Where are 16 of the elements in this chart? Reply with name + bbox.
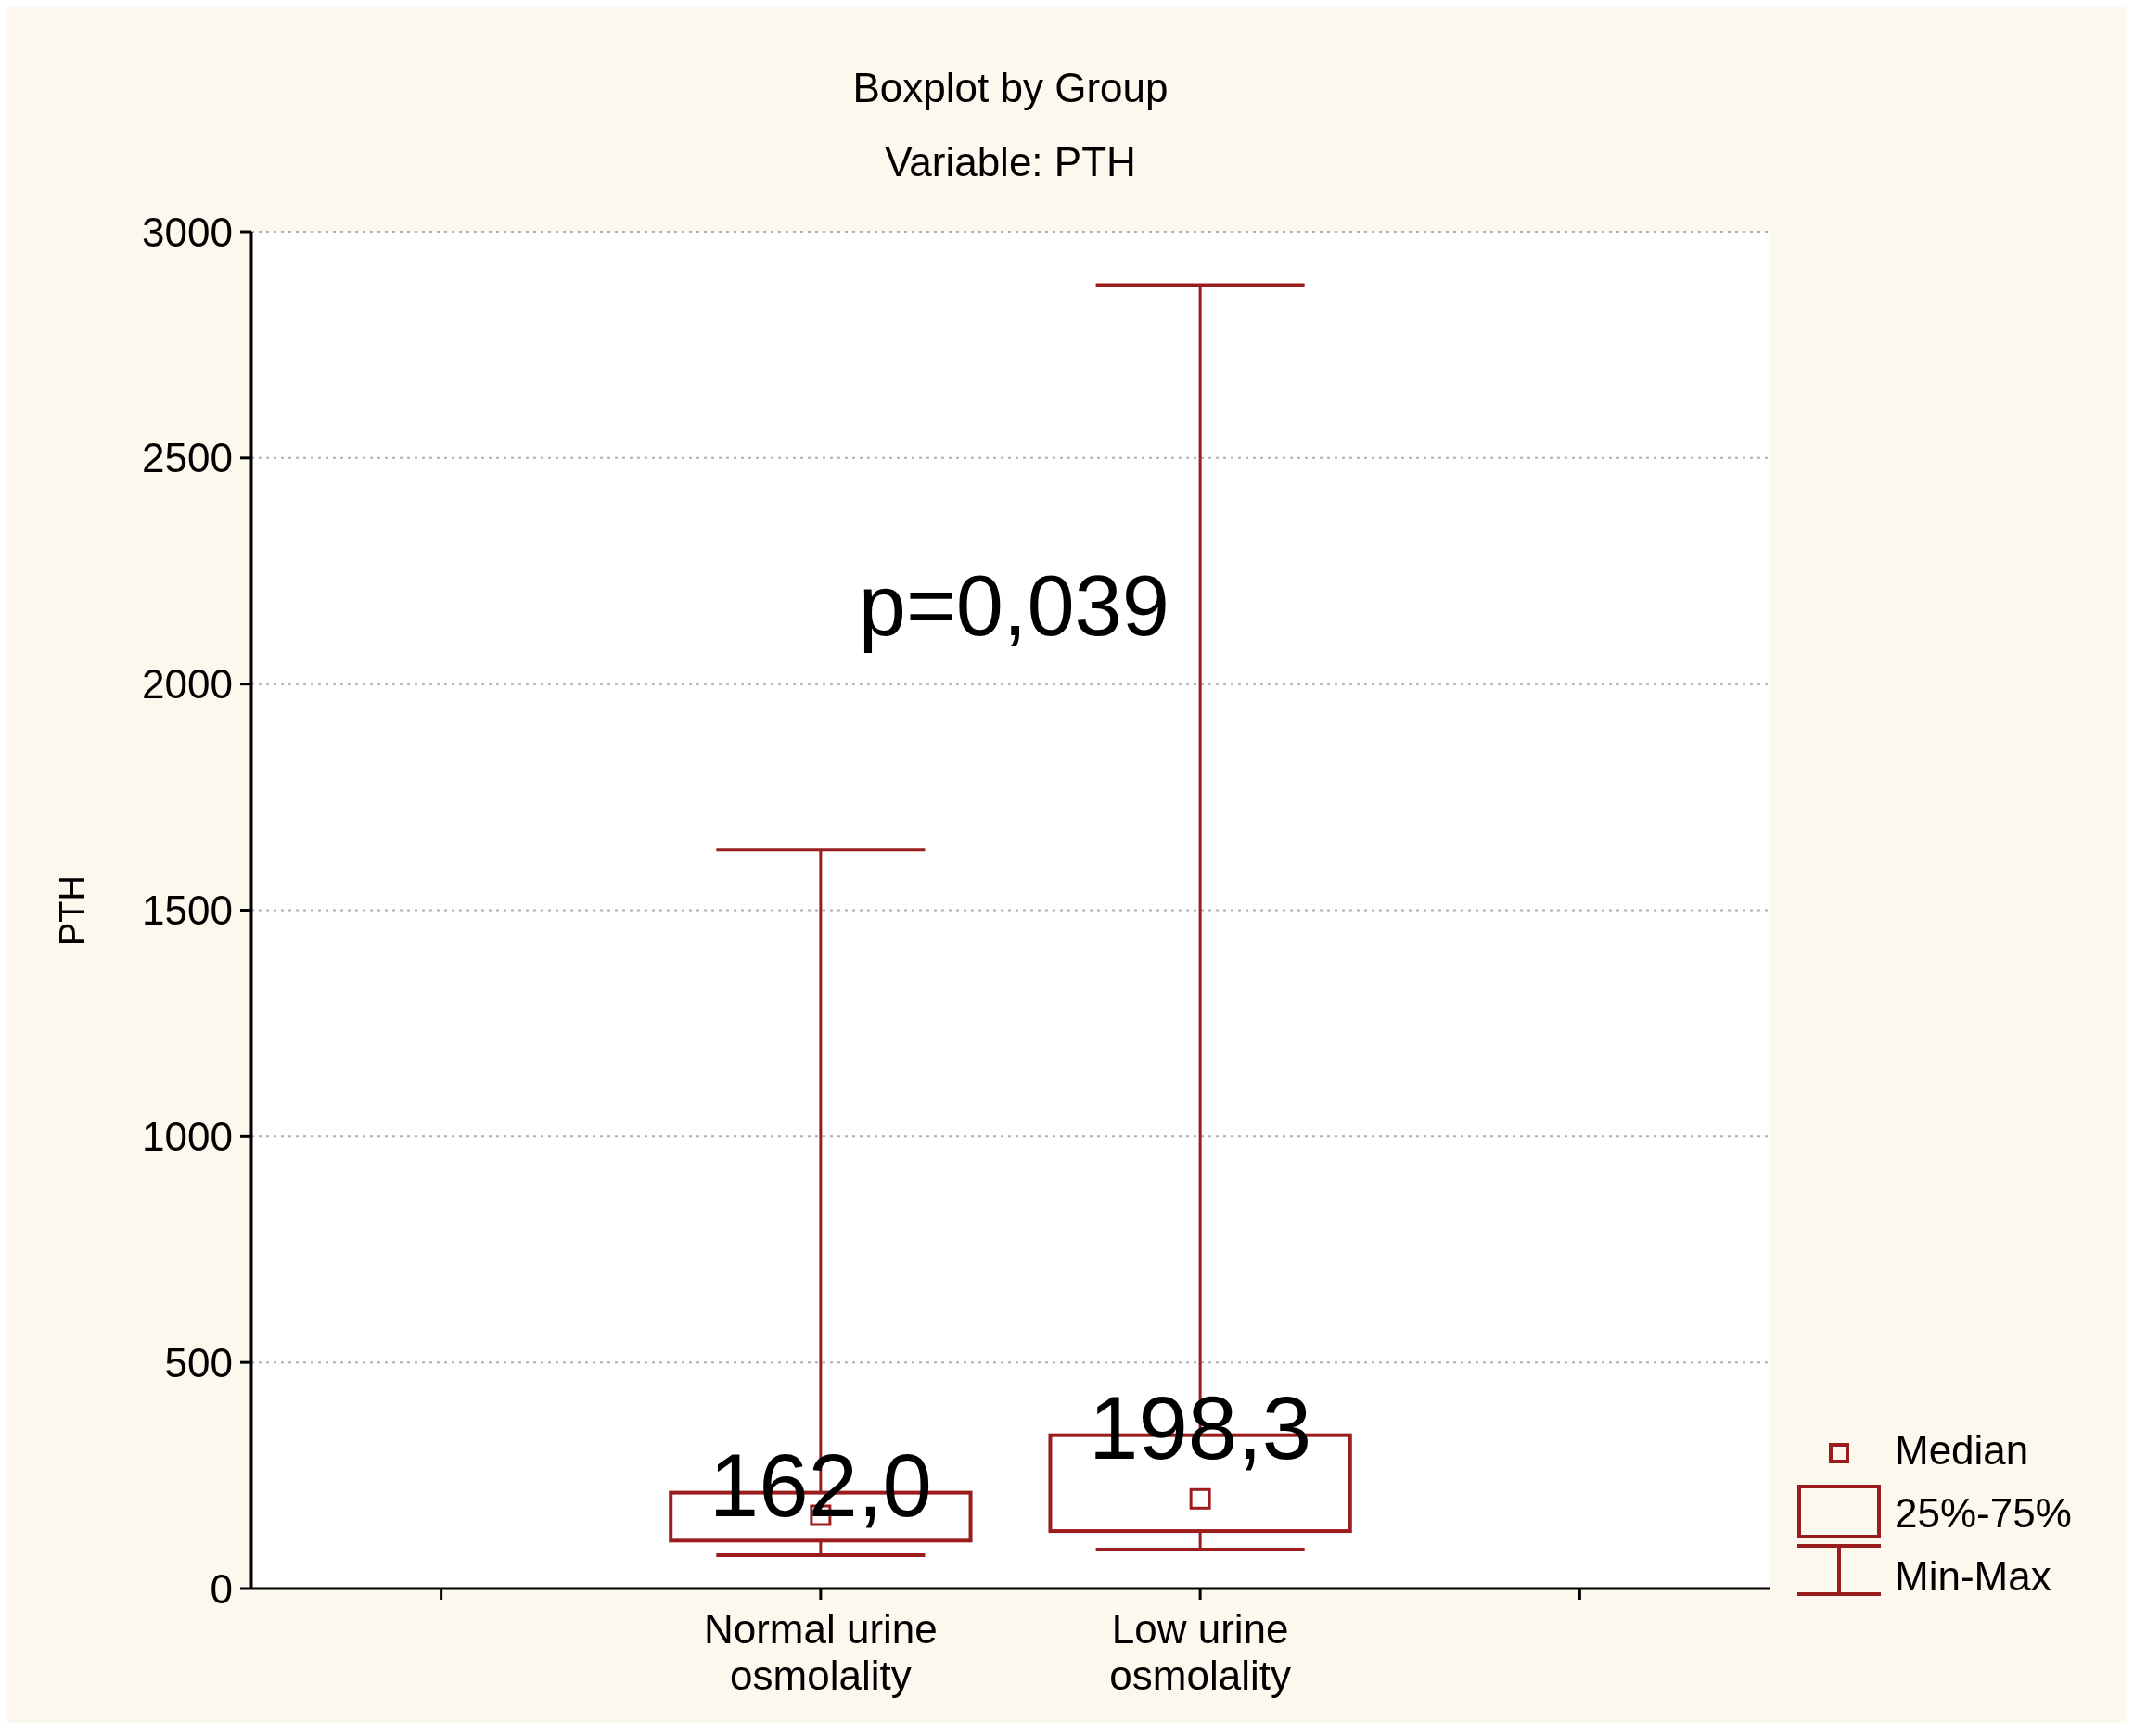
y-tick-label: 2000	[142, 661, 233, 708]
y-tick-label: 3000	[142, 209, 233, 255]
text: 25%-75%	[1895, 1490, 2072, 1537]
y-tick-label: 0	[210, 1565, 233, 1612]
y-tick-label: 500	[164, 1339, 233, 1385]
y-tick-label: 2500	[142, 435, 233, 481]
y-tick-label: 1000	[142, 1113, 233, 1159]
chart-title: Boxplot by Group	[851, 65, 1169, 111]
text: Median	[1895, 1427, 2029, 1474]
x-tick-label: Normal urine osmolality	[703, 1606, 938, 1698]
annotation: p=0,039	[858, 557, 1169, 656]
y-tick-label: 1500	[142, 887, 233, 934]
text: Min-Max	[1895, 1553, 2051, 1600]
y-axis-title: PTH	[52, 874, 93, 946]
chart-subtitle: Variable: PTH	[884, 139, 1137, 185]
x-tick-label: Low urine osmolality	[1109, 1606, 1291, 1698]
